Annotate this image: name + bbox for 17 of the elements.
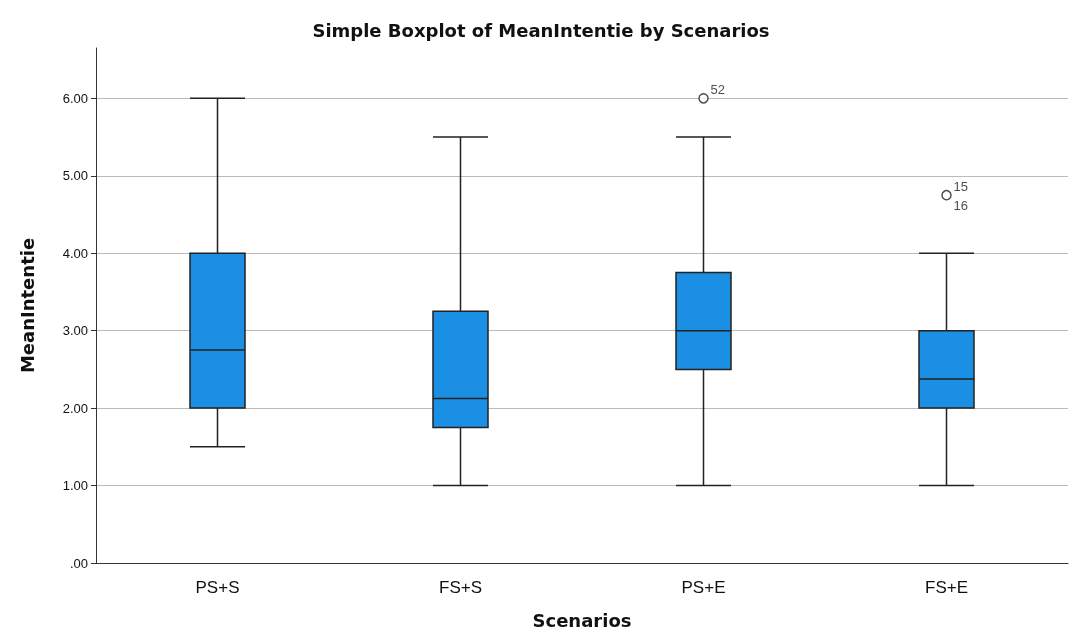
- y-tick-label: .00: [69, 555, 88, 571]
- y-tick-label: 2.00: [62, 400, 88, 416]
- y-tick-label: 1.00: [62, 478, 88, 494]
- y-tick-label: 5.00: [62, 168, 88, 184]
- x-tick-label: FS+E: [925, 578, 968, 597]
- y-tick-label: 3.00: [62, 323, 88, 339]
- y-axis-title: MeanIntentie: [16, 237, 38, 374]
- chart-title: Simple Boxplot of MeanIntentie by Scenarios: [312, 19, 770, 41]
- annotation: 15: [953, 178, 968, 194]
- x-tick-label: FS+S: [439, 578, 482, 597]
- annotation: 16: [953, 197, 968, 213]
- y-tick-label: 4.00: [62, 245, 88, 261]
- x-tick-label: PS+S: [195, 578, 240, 597]
- x-tick-label: PS+E: [681, 578, 726, 597]
- x-axis-title: Scenarios: [532, 609, 632, 631]
- y-tick-label: 6.00: [62, 90, 88, 106]
- annotation: 52: [710, 81, 725, 97]
